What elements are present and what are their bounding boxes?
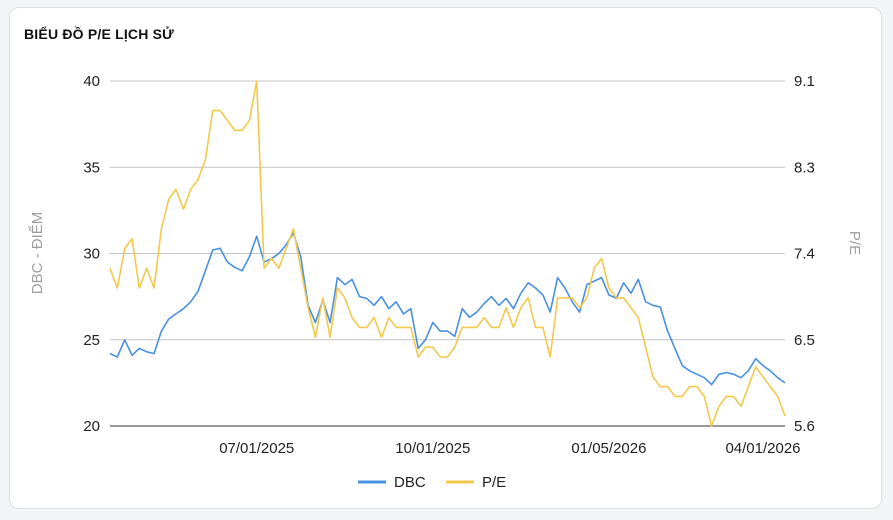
left-tick-label: 35 [83,159,100,176]
right-tick-label: 8.3 [794,159,815,176]
x-tick-label: 01/05/2026 [571,440,646,457]
right-axis-label: P/E [846,231,863,255]
right-tick-label: 9.1 [794,73,815,90]
right-tick-label: 7.4 [794,246,815,263]
legend[interactable]: DBC P/E [358,474,506,491]
gridlines [110,80,785,427]
left-axis-label: DBC - ĐIỂM [28,212,46,295]
right-tick-label: 5.6 [794,418,815,435]
dbc-legend-label: DBC [394,474,426,491]
left-tick-label: 30 [83,246,100,263]
axis-labels: DBC - ĐIỂM P/E [28,212,863,295]
right-tick-label: 6.5 [794,332,815,349]
x-axis-ticks: 07/01/2025 10/01/2025 01/05/2026 04/01/2026 [219,440,800,457]
left-tick-label: 25 [83,332,100,349]
pe-legend-label: P/E [482,474,506,491]
dbc-series-line [109,232,786,386]
chart-card [9,7,882,509]
x-tick-label: 04/01/2026 [725,440,800,457]
series-lines [109,80,786,427]
chart-title: BIỂU ĐỒ P/E LỊCH SỬ [24,26,174,42]
left-tick-label: 40 [83,73,100,90]
x-tick-label: 10/01/2025 [395,440,470,457]
right-axis-ticks: 5.6 6.5 7.4 8.3 9.1 [794,73,815,435]
left-axis-ticks: 20 25 30 35 40 [83,73,100,435]
pe-series-line [109,80,786,427]
left-tick-label: 20 [83,418,100,435]
x-tick-label: 07/01/2025 [219,440,294,457]
